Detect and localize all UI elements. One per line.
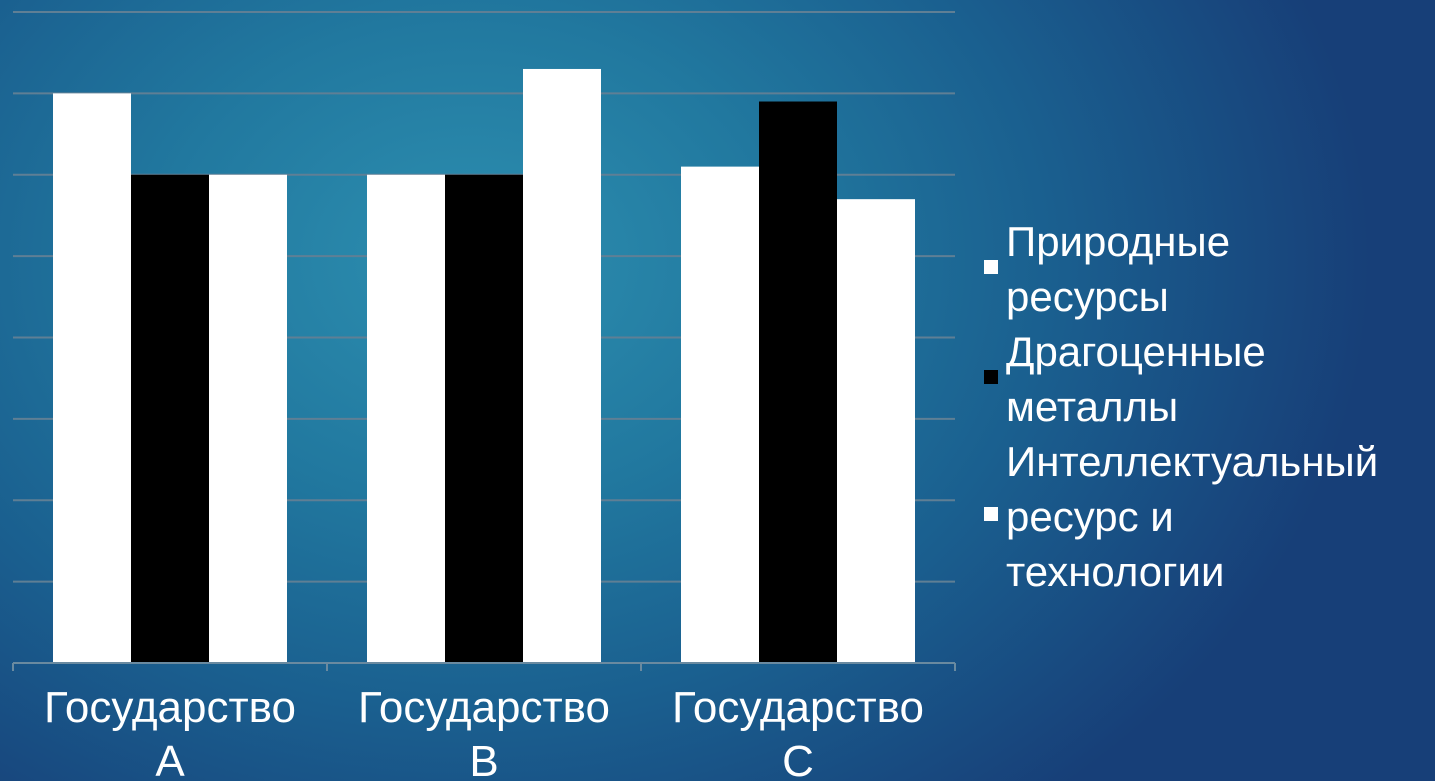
x-tick-label: Государство С — [672, 683, 924, 781]
legend-item-2: Драгоценные металлы — [980, 324, 1435, 434]
x-axis — [12, 662, 956, 671]
bar — [367, 174, 445, 663]
legend-label: Драгоценные металлы — [1006, 328, 1266, 430]
legend-item-1: Природные ресурсы — [980, 214, 1435, 324]
bar — [209, 174, 287, 663]
bar — [523, 68, 601, 663]
bar — [131, 174, 209, 663]
legend-swatch-icon — [984, 507, 998, 521]
bar — [445, 174, 523, 663]
legend-label: Природные ресурсы — [1006, 218, 1231, 320]
bar — [53, 93, 131, 663]
x-tick-label: Государство А — [44, 683, 296, 781]
legend: Природные ресурсы Драгоценные металлы Ин… — [980, 214, 1435, 599]
legend-swatch-icon — [984, 260, 998, 274]
legend-swatch-icon — [984, 370, 998, 384]
bar — [837, 199, 915, 663]
legend-label: Интеллектуальный ресурс и технологии — [1006, 438, 1379, 595]
legend-item-3: Интеллектуальный ресурс и технологии — [980, 434, 1435, 599]
category-labels: Государство А Государство В Государство С — [44, 683, 924, 781]
bar — [759, 101, 837, 663]
bars — [53, 68, 915, 664]
bar — [681, 166, 759, 664]
x-tick-label: Государство В — [358, 683, 610, 781]
